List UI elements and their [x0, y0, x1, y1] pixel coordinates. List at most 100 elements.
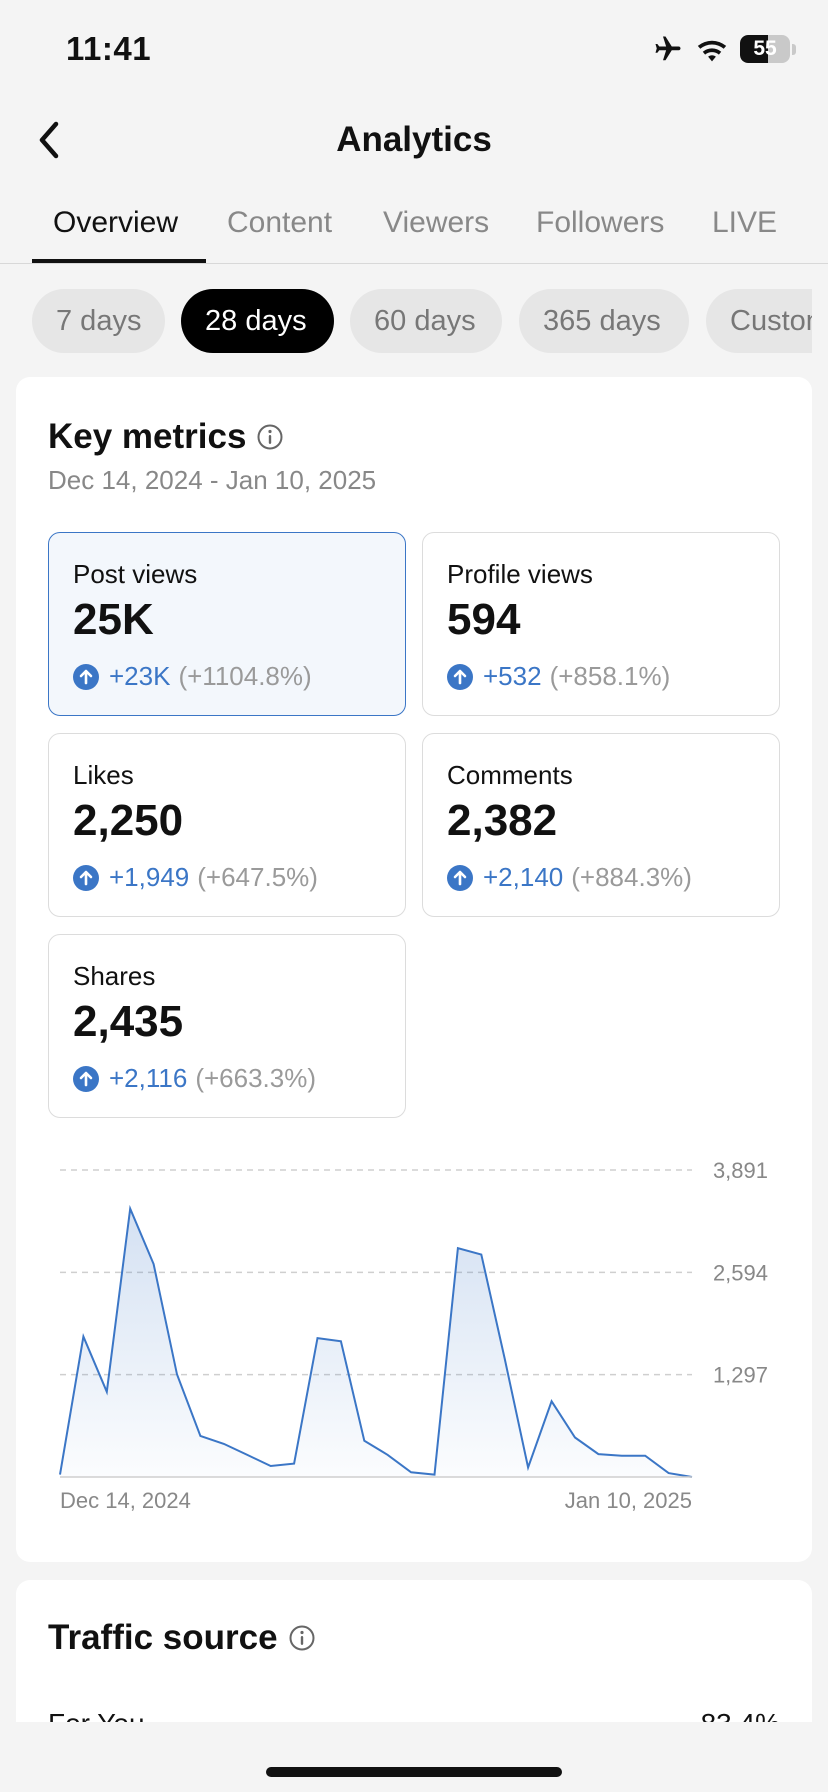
metric-post-views[interactable]: Post views 25K +23K (+1104.8%)	[48, 532, 406, 716]
y-tick-label: 1,297	[713, 1363, 768, 1388]
active-tab-indicator	[32, 259, 206, 263]
range-chip-60-days[interactable]: 60 days	[350, 289, 502, 353]
chart-data-point	[642, 1453, 648, 1459]
range-chip-custom[interactable]: Custom	[706, 289, 812, 353]
metric-change-value: +2,116	[109, 1063, 188, 1093]
metric-value: 2,382	[447, 796, 558, 845]
chart-data-point	[525, 1465, 531, 1471]
chevron-left-icon	[39, 121, 59, 159]
tab-viewers[interactable]: Viewers	[383, 206, 490, 239]
chart-data-point	[666, 1470, 672, 1476]
chart-data-point	[80, 1334, 86, 1340]
metric-label: Comments	[447, 760, 573, 790]
metric-label: Shares	[73, 961, 156, 991]
chart-data-point	[478, 1252, 484, 1258]
metric-change-percent: (+663.3%)	[195, 1063, 317, 1093]
metric-likes[interactable]: Likes 2,250 +1,949 (+647.5%)	[48, 733, 406, 917]
metric-change-value: +1,949	[109, 862, 190, 892]
chart-data-point	[314, 1335, 320, 1341]
tab-overview[interactable]: Overview	[53, 206, 179, 239]
x-axis-start-label: Dec 14, 2024	[60, 1488, 191, 1513]
airplane-icon	[655, 36, 681, 61]
x-axis-end-label: Jan 10, 2025	[565, 1488, 692, 1513]
traffic-source-title: Traffic source	[48, 1618, 316, 1658]
y-tick-label: 3,891	[713, 1158, 768, 1183]
metric-change: +532 (+858.1%)	[447, 661, 670, 692]
arrow-up-icon	[73, 864, 99, 891]
date-range-selector: 7 days 28 days 60 days 365 days Custom	[32, 289, 812, 353]
metric-change: +1,949 (+647.5%)	[73, 862, 318, 893]
range-chip-28-days[interactable]: 28 days	[181, 289, 334, 353]
metric-comments[interactable]: Comments 2,382 +2,140 (+884.3%)	[422, 733, 780, 917]
metric-label: Likes	[73, 760, 134, 790]
chart-data-point	[104, 1389, 110, 1395]
info-icon[interactable]	[288, 1624, 316, 1652]
tab-content[interactable]: Content	[227, 206, 333, 239]
metric-value: 2,250	[73, 796, 184, 845]
range-chip-365-days[interactable]: 365 days	[519, 289, 689, 353]
header: Analytics	[0, 100, 828, 182]
chart-data-point	[502, 1356, 508, 1362]
metric-profile-views[interactable]: Profile views 594 +532 (+858.1%)	[422, 532, 780, 716]
chart-data-point	[595, 1451, 601, 1457]
metric-shares[interactable]: Shares 2,435 +2,116 (+663.3%)	[48, 934, 406, 1118]
chart-data-point	[174, 1371, 180, 1377]
traffic-source-heading: Traffic source	[48, 1618, 278, 1657]
key-metrics-card: Key metrics Dec 14, 2024 - Jan 10, 2025 …	[16, 377, 812, 1562]
arrow-up-icon	[447, 864, 473, 891]
chart-data-point	[151, 1261, 157, 1267]
key-metrics-heading: Key metrics	[48, 417, 247, 456]
battery-level: 55	[753, 37, 777, 60]
metric-change: +2,116 (+663.3%)	[73, 1063, 316, 1094]
metric-change-percent: (+1104.8%)	[178, 661, 312, 691]
page-title: Analytics	[336, 120, 492, 159]
chart-data-point	[197, 1433, 203, 1439]
metric-change-percent: (+858.1%)	[549, 661, 671, 691]
chart-data-point	[127, 1206, 133, 1212]
date-range-label: Dec 14, 2024 - Jan 10, 2025	[48, 465, 377, 495]
metric-value: 594	[447, 595, 521, 644]
chart-data-point	[361, 1438, 367, 1444]
tab-bar: Overview Content Viewers Followers LIVE	[0, 196, 828, 264]
y-tick-label: 2,594	[713, 1260, 768, 1285]
status-icons: 55	[652, 34, 796, 64]
wifi-icon	[697, 40, 727, 62]
chart-data-point	[268, 1463, 274, 1469]
chart-data-point	[221, 1441, 227, 1447]
battery-icon: 55	[740, 35, 790, 63]
chart-data-point	[549, 1398, 555, 1404]
home-bar-area	[0, 1722, 828, 1792]
arrow-up-icon	[447, 663, 473, 690]
metric-value: 25K	[73, 595, 154, 644]
status-time: 11:41	[66, 30, 152, 67]
post-views-chart[interactable]: 3,891 2,594 1,297 Dec 14, 2024 Jan 10, 202…	[16, 377, 812, 1562]
chart-data-point	[338, 1338, 344, 1344]
metric-change-value: +23K	[109, 661, 171, 691]
key-metrics-title: Key metrics	[48, 417, 284, 457]
tab-followers[interactable]: Followers	[536, 206, 665, 239]
home-indicator[interactable]	[266, 1767, 562, 1777]
metric-change-value: +2,140	[483, 862, 564, 892]
metric-change: +2,140 (+884.3%)	[447, 862, 692, 893]
chart-area-fill	[60, 1208, 692, 1477]
metric-label: Post views	[73, 559, 198, 589]
metric-change-value: +532	[483, 661, 542, 691]
chart-data-point	[244, 1452, 250, 1458]
chart-series-line	[59, 1204, 693, 1478]
chart-data-point	[619, 1453, 625, 1459]
chart-data-point	[572, 1435, 578, 1441]
arrow-up-icon	[73, 1065, 99, 1092]
back-button[interactable]	[26, 116, 74, 164]
range-chip-7-days[interactable]: 7 days	[32, 289, 165, 353]
chart-data-point	[408, 1469, 414, 1475]
metric-change: +23K (+1104.8%)	[73, 661, 312, 692]
chart-data-point	[385, 1452, 391, 1458]
metric-change-percent: (+884.3%)	[571, 862, 692, 892]
info-icon[interactable]	[256, 423, 284, 451]
chart-data-point	[455, 1245, 461, 1251]
arrow-up-icon	[73, 663, 99, 690]
status-bar: 11:41 55	[0, 0, 828, 100]
chart-data-point	[291, 1461, 297, 1467]
metric-label: Profile views	[447, 559, 593, 589]
tab-live[interactable]: LIVE	[712, 206, 778, 239]
